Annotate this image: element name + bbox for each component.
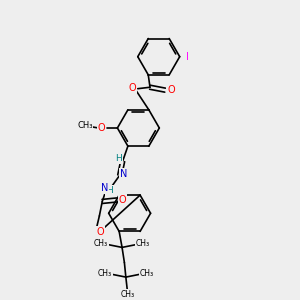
Text: N: N [101, 183, 108, 193]
Text: I: I [185, 52, 188, 62]
Text: O: O [167, 85, 175, 95]
Text: CH₃: CH₃ [140, 269, 154, 278]
Text: O: O [129, 83, 136, 93]
Text: O: O [119, 195, 127, 205]
Text: CH₃: CH₃ [136, 239, 150, 248]
Text: H: H [115, 154, 122, 164]
Text: H: H [106, 186, 113, 195]
Text: CH₃: CH₃ [121, 290, 135, 299]
Text: CH₃: CH₃ [98, 269, 112, 278]
Text: N: N [119, 169, 127, 179]
Text: CH₃: CH₃ [77, 121, 93, 130]
Text: O: O [96, 227, 104, 237]
Text: O: O [98, 123, 105, 133]
Text: CH₃: CH₃ [94, 239, 108, 248]
